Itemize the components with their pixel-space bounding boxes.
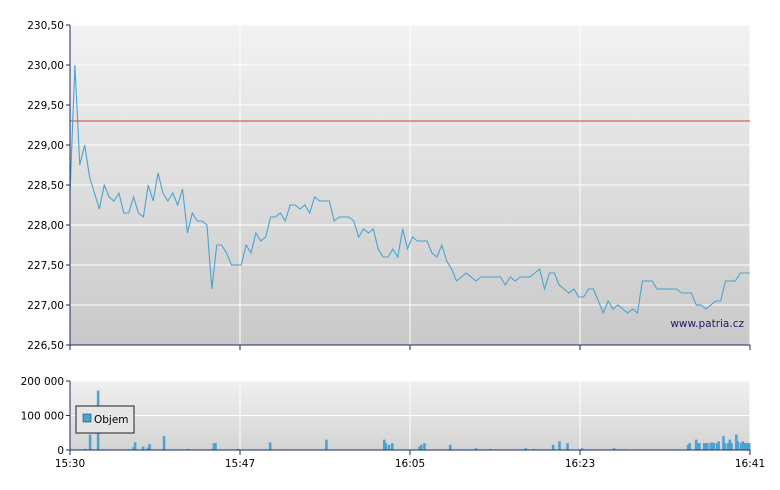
volume-bar [384,443,388,450]
price-panel: 230,50 230,00 229,50 229,00 228,50 228,00 227,… [27,20,751,352]
volume-bar [132,447,135,450]
volume-bar [710,442,714,450]
volume-bar [702,443,706,450]
x-tick-label: 15:47 [225,458,255,470]
volume-bar [709,443,712,450]
volume-bar [727,443,730,450]
x-tick-label: 15:30 [55,458,85,470]
volume-bar [489,448,492,450]
volume-bar [83,448,87,450]
volume-bar [694,439,698,450]
volume-bar [551,444,555,450]
volume-bar [736,441,740,451]
volume-bar [418,446,421,450]
legend-label: Objem [94,414,129,426]
volume-bar [558,441,561,451]
volume-bar [730,443,733,450]
volume-y-tick-label: 0 [57,445,64,457]
price-y-tick-label: 226,50 [27,340,64,352]
volume-bar [704,443,708,450]
volume-bar [419,444,423,450]
price-y-tick-label: 228,00 [27,220,64,232]
volume-bar [688,443,691,450]
volume-bar [741,441,745,451]
volume-bar [747,443,751,450]
price-y-tick-label: 229,50 [27,100,64,112]
volume-bar [696,443,700,450]
price-y-tick-label: 227,00 [27,300,64,312]
volume-x-axis-ticks: 15:30 15:47 16:05 16:23 16:41 [55,450,765,470]
volume-bar [743,443,746,450]
price-y-axis-ticks: 230,50 230,00 229,50 229,00 228,50 228,00 227,… [27,20,70,352]
volume-bar [735,434,738,450]
volume-bar [141,446,145,450]
volume-bar [448,444,452,450]
volume-bar [612,448,616,450]
x-tick-label: 16:41 [735,458,765,470]
volume-bar [722,436,725,450]
volume-bar [210,448,214,450]
volume-bar [566,443,569,450]
legend-swatch [82,413,92,423]
volume-bar [706,443,709,450]
volume-bar [715,443,719,450]
volume-grid [70,380,751,450]
price-y-tick-label: 229,00 [27,140,64,152]
price-y-tick-label: 230,00 [27,60,64,72]
volume-bar [382,439,386,450]
volume-bar [744,443,748,450]
volume-bar [474,448,478,450]
volume-bar [686,444,690,450]
volume-bar [148,444,151,450]
volume-bar [325,439,328,450]
volume-bar [723,443,727,450]
price-y-tick-label: 227,50 [27,260,64,272]
price-series-line [69,64,750,315]
volume-bar [236,448,240,450]
price-x-axis-ticks [69,345,751,350]
price-grid [70,24,751,345]
volume-bar [162,436,166,450]
price-y-tick-label: 230,50 [27,20,64,32]
volume-bar [524,448,528,450]
volume-bar [146,447,150,450]
x-tick-label: 16:23 [565,458,595,470]
volume-bar [728,439,732,450]
watermark: www.patria.cz [670,318,744,330]
volume-bar [133,442,137,450]
volume-bar [712,443,716,450]
price-y-tick-label: 228,50 [27,180,64,192]
x-tick-label: 16:05 [395,458,425,470]
volume-y-tick-label: 200 000 [21,376,64,388]
volume-y-tick-label: 100 000 [21,411,64,423]
volume-bar [532,448,536,450]
volume-bar [186,448,190,450]
volume-bar [717,441,720,451]
volume-bar [88,434,92,450]
volume-bar [423,443,426,450]
volume-panel: 200 000 100 000 0 15:30 15:47 16:05 16:23 16:4… [21,376,766,470]
volume-y-axis-ticks: 200 000 100 000 0 [21,376,70,457]
volume-legend: Objem [75,405,135,434]
volume-bar [580,448,584,450]
volume-bar [212,443,216,450]
volume-bar [746,443,749,450]
volume-bar [391,443,394,450]
volume-bar [268,442,272,450]
volume-bar [698,443,701,450]
volume-bar [387,444,391,450]
volume-bar [739,443,743,450]
volume-bar [214,443,217,450]
